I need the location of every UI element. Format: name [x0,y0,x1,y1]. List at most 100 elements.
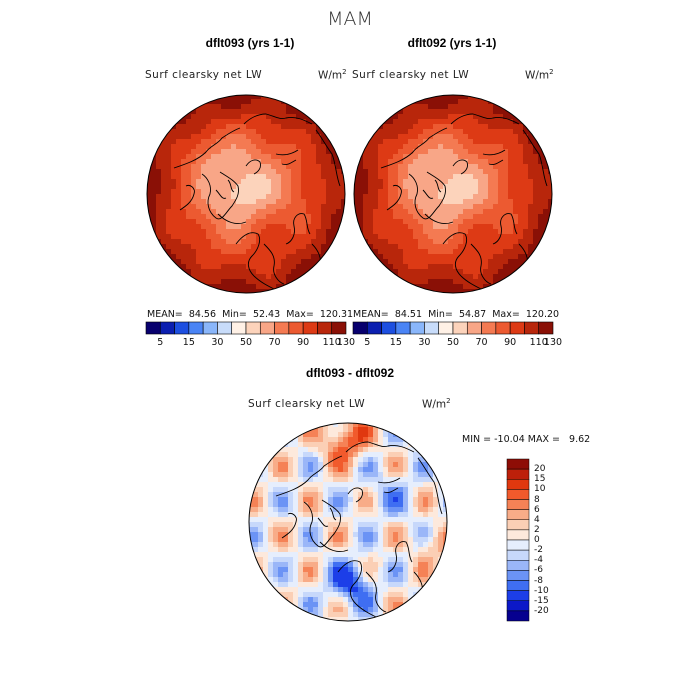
colorbar-swatch [159,321,175,335]
colorbar-tick-label: 5 [157,337,164,348]
colorbar-swatch [274,321,290,335]
coastline [417,457,443,515]
colorbar-swatch [506,529,530,541]
coastline [377,477,401,493]
coastline [263,243,285,285]
coastline [235,232,261,277]
coastline [422,179,442,199]
colorbar-swatch [506,499,530,510]
colorbar-tick-label: 90 [504,337,517,348]
colorbar-tick-label: -8 [534,575,543,586]
coastline [452,159,468,175]
colorbar-tick-label: -4 [534,555,543,566]
colorbar-swatch [506,509,530,520]
coastline [243,113,313,125]
colorbar-tick-label: 0 [534,535,540,545]
panel1-variable-label: Surf clearsky net LW [145,69,263,81]
colorbar-tick-label: 50 [239,337,253,348]
coastline [303,499,341,548]
coastline [337,560,363,605]
colorbar-tick-label: 110 [529,337,548,348]
coastline [317,507,337,527]
panel2-stats: MEAN= 84.51 Min= 54.87 Max= 120.20 [353,309,560,320]
colorbar-tick-label: 15 [389,337,402,348]
panel1-units: W/m2 [318,68,347,82]
coastline [482,149,506,165]
colorbar-tick-label: 6 [534,504,540,515]
colorbar-swatch [538,321,554,335]
panel1-stats: MEAN= 84.56 Min= 52.43 Max= 120.31 [147,309,354,320]
colorbar-swatch [506,600,530,612]
colorbar-tick-label: 10 [534,484,546,495]
coastline [179,185,195,211]
colorbar-tick-label: 50 [446,337,460,348]
coastline [245,159,261,175]
coastline [281,513,297,539]
colorbar-swatch [217,321,233,335]
colorbar-swatch [438,321,454,335]
colorbar-swatch [231,321,247,335]
coastline [173,127,241,169]
colorbar-tick-label: 70 [475,337,488,348]
colorbar-swatch [352,321,368,335]
colorbar-swatch [509,321,525,335]
coastline [387,541,413,573]
colorbar-swatch [259,321,275,335]
coastline [215,179,235,199]
colorbar-swatch [481,321,497,335]
colorbar-swatch [506,539,530,551]
season-title: MAM [327,8,373,30]
coastline [522,129,548,187]
coastline [492,213,518,245]
colorbar-swatch [409,321,425,335]
diff-colorbar-labels: 20 15 10 8 6 4 2 0 -2 -4 -6 -8 -10 -15 -20 [534,459,574,621]
colorbar-tick-label: 2 [534,524,540,535]
colorbar-tick-label: -20 [534,605,549,616]
coastline [315,129,341,187]
coastline [442,232,468,277]
panel1-colorbar-labels: 5 15 30 50 70 90 110 130 [146,337,355,349]
panel2-colorbar [352,321,554,335]
colorbar-tick-label: 20 [534,464,546,475]
colorbar-tick-label: 130 [543,337,563,348]
colorbar-swatch [466,321,482,335]
coastline [424,213,454,225]
colorbar-swatch [381,321,397,335]
panel2-colorbar-labels: 5 15 30 50 70 90 110 130 [353,337,562,349]
colorbar-tick-label: 30 [418,337,431,348]
diff-colorbar [506,458,530,622]
colorbar-swatch [506,519,530,531]
colorbar-tick-label: 4 [534,514,540,525]
colorbar-swatch [302,321,318,335]
colorbar-swatch [506,610,530,622]
coastline [365,571,387,613]
map-boundary [353,94,553,294]
panel1-colorbar [145,321,347,335]
colorbar-swatch [495,321,511,335]
coastline [345,441,415,453]
colorbar-swatch [366,321,382,335]
diff-map [248,422,448,622]
panel2-map [353,94,553,294]
colorbar-swatch [288,321,304,335]
colorbar-tick-label: 15 [534,474,546,485]
panel1-map [146,94,346,294]
colorbar-tick-label: 130 [336,337,356,348]
colorbar-tick-label: 70 [268,337,281,348]
colorbar-swatch [506,468,530,480]
panel2-title: dflt092 (yrs 1-1) [407,36,497,50]
coastline [450,113,520,125]
coastline [275,455,343,497]
colorbar-tick-label: -2 [534,545,543,556]
colorbar-tick-label: 15 [182,337,195,348]
colorbar-swatch [317,321,333,335]
colorbar-swatch [145,321,161,335]
colorbar-tick-label: 110 [322,337,341,348]
coastline [347,487,363,503]
coastline [217,213,247,225]
coastline [408,171,446,220]
diff-title: dflt093 - dflt092 [305,366,395,380]
diff-minmax: MIN = -10.04 MAX = 9.62 [462,434,591,445]
map-boundary [146,94,346,294]
map-boundary [248,422,448,622]
